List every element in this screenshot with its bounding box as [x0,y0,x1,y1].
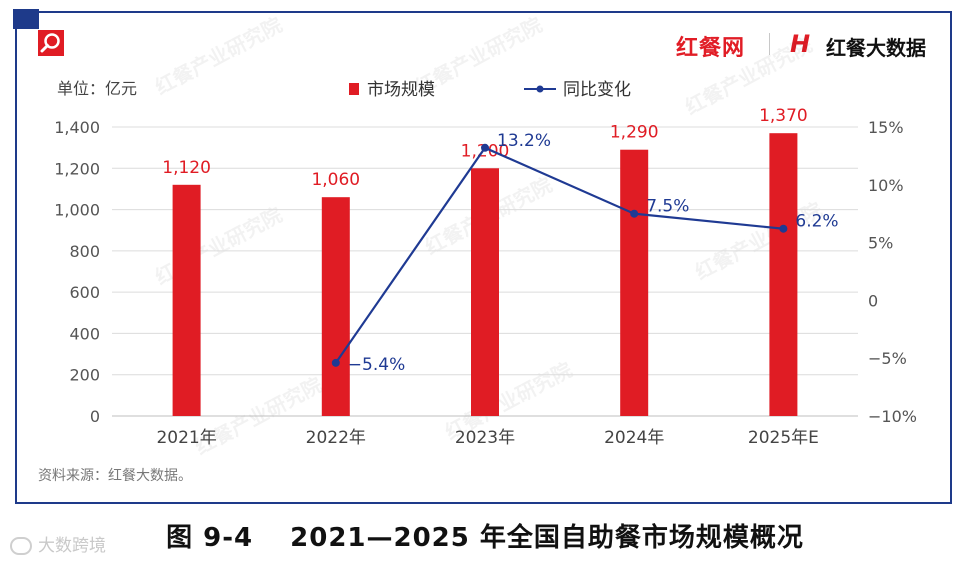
bar-value-label-5: 1,370 [759,106,808,126]
legend-line-label: 同比变化 [563,80,631,100]
bar-1 [172,184,201,416]
y-left-tick-label: 400 [69,324,100,343]
legend-line-marker [536,85,544,93]
brand-logo-mark: H [790,30,811,58]
magnifier-logo-icon [38,30,64,56]
unit-label: 单位：亿元 [57,79,137,98]
bar-4 [620,149,649,416]
figure-caption: 图 9-4 2021—2025 年全国自助餐市场规模概况 [166,523,804,553]
source-note: 资料来源：红餐大数据。 [38,468,192,484]
y-left-tick-label: 200 [69,366,100,385]
watermark-text-5: 红餐产业研究院 [691,197,826,284]
x-tick-label-3: 2023年 [455,428,515,448]
y-right-tick-label: 0 [868,291,878,310]
yoy-label-4: 7.5% [646,197,689,217]
bar-value-label-4: 1,290 [610,123,659,143]
yoy-point-4 [630,209,639,218]
y-right-tick-label: 15% [868,118,904,137]
yoy-line [334,146,784,364]
bar-5 [769,133,798,416]
brand-logo-hongcan: 红餐网 [676,36,746,61]
y-right-tick-label: 10% [868,176,904,195]
watermark-text-0: 红餐产业研究院 [151,12,286,99]
watermark-text-3: 红餐产业研究院 [151,202,286,289]
legend-bar-swatch [349,83,359,95]
yoy-point-3 [481,143,489,152]
frame-corner-block [13,9,39,29]
y-left-tick-label: 1,000 [54,201,100,220]
brand-separator [769,33,770,55]
brand-logo-bigdata: 红餐大数据 [826,36,926,60]
corner-watermark: 大数跨境 [10,531,106,556]
y-left-tick-label: 600 [69,283,100,302]
x-tick-label-1: 2021年 [156,428,216,448]
y-left-tick-label: 800 [69,242,100,261]
y-right-tick-label: −10% [868,407,917,426]
yoy-point-2 [331,358,340,367]
y-left-tick-label: 1,200 [54,159,100,178]
bar-3 [471,168,499,416]
watermark-logo-icon [10,537,32,555]
y-left-tick-label: 0 [90,407,100,426]
bar-value-label-2: 1,060 [311,170,360,190]
yoy-label-2: −5.4% [348,355,405,375]
corner-watermark-text: 大数跨境 [38,536,106,556]
bar-2 [321,197,350,416]
yoy-point-5 [779,224,788,233]
y-right-tick-label: 5% [868,234,893,253]
y-left-tick-label: 1,400 [54,118,100,137]
yoy-label-5: 6.2% [795,212,838,232]
bar-value-label-1: 1,120 [162,158,211,178]
x-tick-label-2: 2022年 [306,428,366,448]
y-right-tick-label: −5% [868,349,907,368]
x-tick-label-4: 2024年 [604,428,664,448]
legend-bar-label: 市场规模 [367,80,435,100]
yoy-label-3: 13.2% [497,131,551,151]
x-tick-label-5: 2025年E [748,428,819,448]
